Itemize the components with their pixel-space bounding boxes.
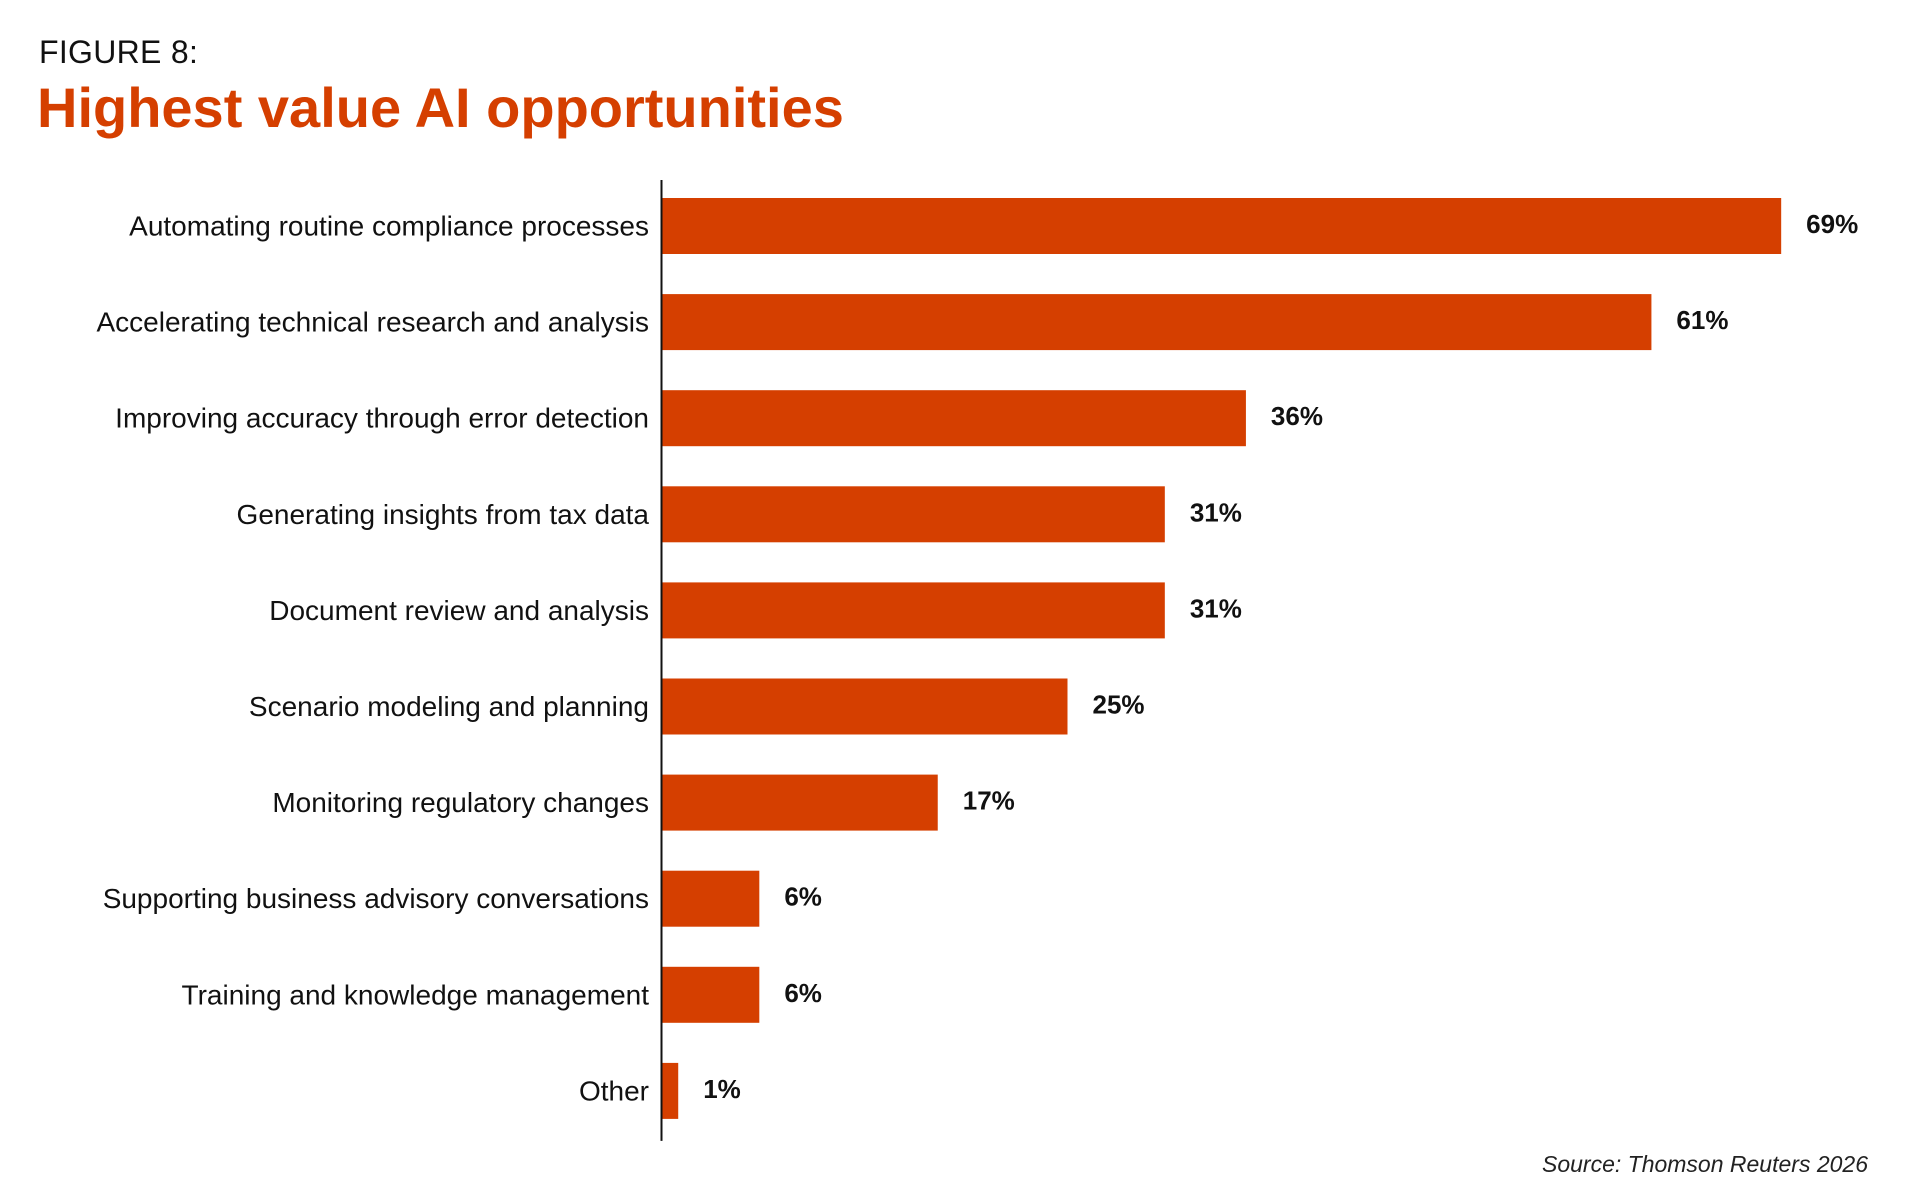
chart-title: Highest value AI opportunities xyxy=(37,76,844,139)
value-label: 69% xyxy=(1806,209,1858,239)
category-label: Automating routine compliance processes xyxy=(129,211,649,242)
value-label: 17% xyxy=(963,786,1015,816)
bar xyxy=(662,390,1246,447)
bar xyxy=(662,1062,679,1119)
value-label: 6% xyxy=(784,978,822,1008)
category-label: Improving accuracy through error detecti… xyxy=(115,403,649,434)
figure-label: FIGURE 8: xyxy=(39,34,199,70)
bars-layer: Automating routine compliance processes 6… xyxy=(96,198,1858,1119)
value-label: 36% xyxy=(1271,401,1323,431)
value-label: 61% xyxy=(1676,305,1728,335)
value-label: 6% xyxy=(784,882,822,912)
bar xyxy=(662,198,1782,254)
value-label: 1% xyxy=(703,1074,741,1104)
bar xyxy=(662,582,1165,639)
bar xyxy=(662,774,938,831)
value-label: 31% xyxy=(1190,593,1242,623)
bar xyxy=(662,294,1652,351)
category-label: Accelerating technical research and anal… xyxy=(96,307,649,338)
bar xyxy=(662,870,760,927)
category-label: Generating insights from tax data xyxy=(237,499,650,530)
source-note: Source: Thomson Reuters 2026 xyxy=(1541,1151,1868,1177)
category-label: Supporting business advisory conversatio… xyxy=(103,883,649,914)
bar xyxy=(662,678,1068,735)
bar xyxy=(662,966,760,1023)
bar xyxy=(662,486,1165,543)
value-label: 25% xyxy=(1093,690,1145,720)
value-label: 31% xyxy=(1190,497,1242,527)
category-label: Training and knowledge management xyxy=(182,979,650,1010)
category-label: Document review and analysis xyxy=(269,595,649,626)
category-label: Other xyxy=(579,1075,649,1106)
category-label: Monitoring regulatory changes xyxy=(272,787,649,818)
category-label: Scenario modeling and planning xyxy=(249,691,649,722)
